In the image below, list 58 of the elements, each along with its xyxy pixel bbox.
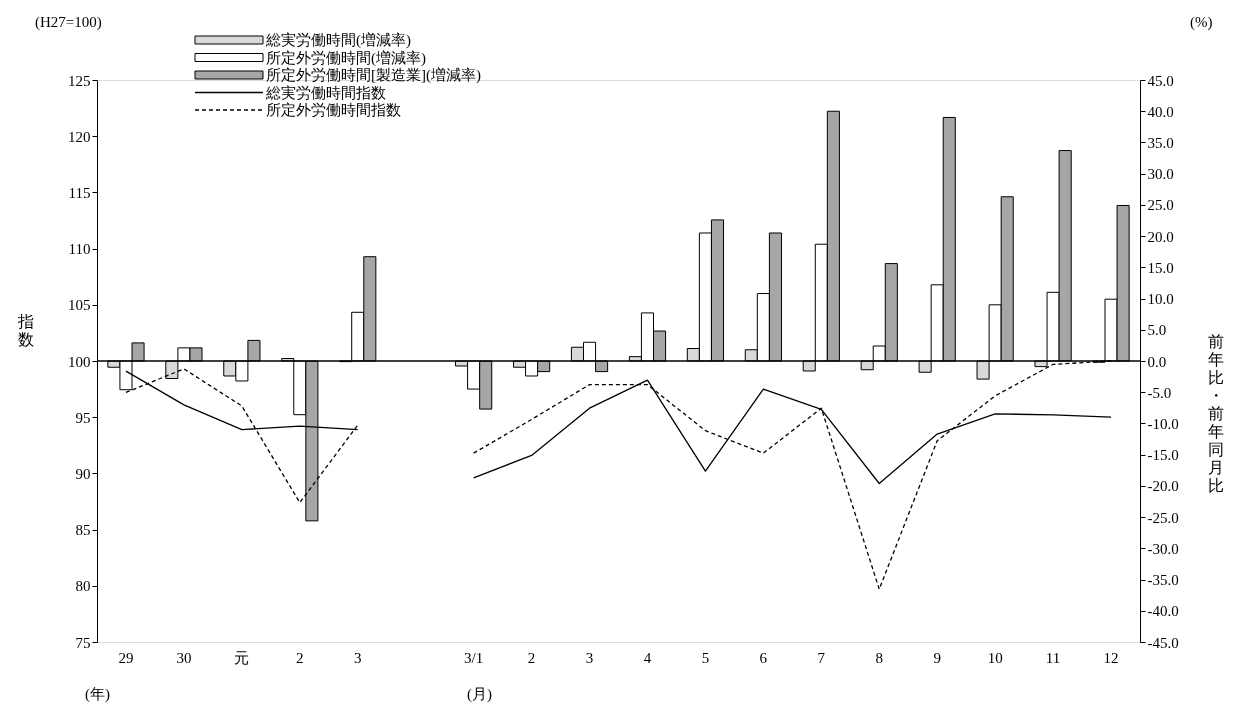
y2-tick-label: 0.0 <box>1147 353 1167 370</box>
legend-label: 所定外労働時間(増減率) <box>266 49 426 67</box>
x-tick-label: 12 <box>1103 649 1119 666</box>
y2-tick-label: 30.0 <box>1147 166 1174 183</box>
y2-tick-label: -20.0 <box>1147 478 1179 495</box>
y2-tick-label: 25.0 <box>1147 197 1174 214</box>
y2-tick-label: 35.0 <box>1147 134 1174 151</box>
x-tick-label: 10 <box>987 649 1003 666</box>
x-tick-label: 3 <box>585 649 594 666</box>
y2-tick-label: 5.0 <box>1147 322 1167 339</box>
x-tick-label: 3/1 <box>464 649 484 666</box>
y-tick-label: 80 <box>75 578 91 595</box>
x-tick-label: 4 <box>643 649 652 666</box>
x-tick-label: 2 <box>527 649 536 666</box>
y-axis-title: 指数 <box>16 312 34 348</box>
y-tick-label: 115 <box>68 184 91 201</box>
y2-tick-label: -10.0 <box>1147 415 1179 432</box>
legend-label: 総実労働時間指数 <box>265 84 386 101</box>
y-tick-label: 85 <box>75 522 91 539</box>
x-tick-label: 11 <box>1045 649 1061 666</box>
text: 前年比・前年同月比 <box>1207 332 1224 494</box>
text: (%) <box>1190 14 1213 31</box>
y2-tick-label: -30.0 <box>1147 540 1179 557</box>
y2-tick-label: -15.0 <box>1147 447 1179 464</box>
legend-label: 総実労働時間(増減率) <box>265 32 411 49</box>
y-tick-label: 75 <box>75 634 91 651</box>
x-tick-label: 元 <box>234 649 250 666</box>
text: (月) <box>467 686 492 703</box>
x-tick-label: 8 <box>875 649 883 666</box>
x-tick-label: 5 <box>701 649 710 666</box>
y2-tick-label: 10.0 <box>1147 291 1174 308</box>
y2-tick-label: 45.0 <box>1147 72 1174 89</box>
y2-tick-label: -40.0 <box>1147 603 1179 620</box>
y2-tick-label: -45.0 <box>1147 634 1179 651</box>
y-tick-label: 105 <box>68 297 91 314</box>
y2-tick-label: -25.0 <box>1147 509 1179 526</box>
y-tick-label: 120 <box>68 128 91 145</box>
x-tick-label: 30 <box>176 649 192 666</box>
y-tick-label: 100 <box>68 353 91 370</box>
x-tick-label: 2 <box>296 649 304 666</box>
text: (H27=100) <box>35 14 102 31</box>
x-tick-label: 7 <box>817 649 826 666</box>
text: (年) <box>85 686 110 703</box>
legend-label: 所定外労働時間[製造業](増減率) <box>266 67 481 84</box>
y-tick-label: 110 <box>68 241 91 258</box>
y2-tick-label: -5.0 <box>1147 384 1172 401</box>
y-tick-label: 95 <box>75 409 91 426</box>
x-tick-label: 6 <box>759 649 768 666</box>
y2-tick-label: 40.0 <box>1147 103 1174 120</box>
y2-tick-label: 20.0 <box>1147 228 1174 245</box>
x-tick-label: 29 <box>118 649 134 666</box>
x-tick-label: 9 <box>933 649 941 666</box>
y-tick-label: 90 <box>75 465 91 482</box>
y-tick-label: 125 <box>68 72 91 89</box>
legend-label: 所定外労働時間指数 <box>266 102 401 118</box>
x-tick-label: 3 <box>354 649 362 666</box>
y2-tick-label: 15.0 <box>1147 259 1174 276</box>
y2-tick-label: -35.0 <box>1147 572 1179 589</box>
